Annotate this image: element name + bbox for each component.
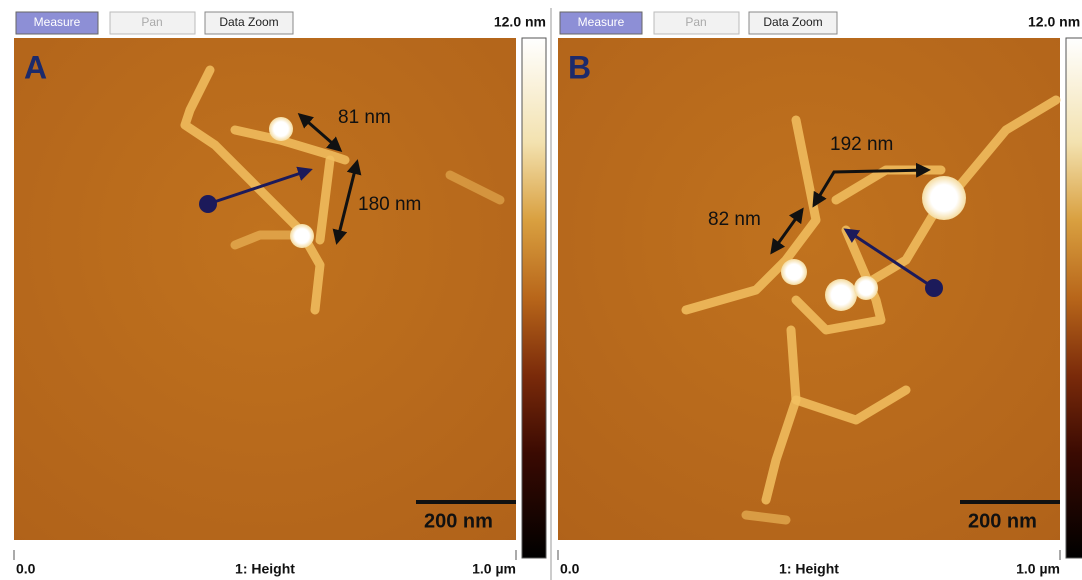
annotation: 180 nm <box>358 194 421 215</box>
annotation: 82 nm <box>708 209 761 230</box>
afm-image <box>558 38 1060 540</box>
button-label[interactable]: Pan <box>685 15 706 29</box>
panel: Measure Pan Data Zoom 12.0 nm B 192 nm 8… <box>558 12 1082 577</box>
panel-letter: A <box>24 49 47 85</box>
footer-right: 1.0 µm <box>1016 561 1060 577</box>
footer-center: 1: Height <box>235 561 295 577</box>
footer-left: 0.0 <box>560 561 580 577</box>
scale-max: 12.0 nm <box>494 14 546 30</box>
button-label[interactable]: Data Zoom <box>763 15 822 29</box>
colorbar <box>1066 38 1082 558</box>
footer-center: 1: Height <box>779 561 839 577</box>
scale-bar-label: 200 nm <box>424 510 493 532</box>
panel: Measure Pan Data Zoom 12.0 nm A 81 nm 18… <box>14 8 551 580</box>
footer-left: 0.0 <box>16 561 36 577</box>
screenshot: Measure Pan Data Zoom 12.0 nm A 81 nm 18… <box>0 0 1082 580</box>
pointer-dot <box>925 279 943 297</box>
annotation: 192 nm <box>830 134 893 155</box>
colorbar <box>522 38 546 558</box>
page: Measure Pan Data Zoom 12.0 nm A 81 nm 18… <box>0 0 1082 580</box>
scale-bar-label: 200 nm <box>968 510 1037 532</box>
footer-right: 1.0 µm <box>472 561 516 577</box>
afm-image <box>14 38 516 540</box>
pointer-dot <box>199 195 217 213</box>
button-label[interactable]: Pan <box>141 15 162 29</box>
annotation: 81 nm <box>338 107 391 128</box>
scale-max: 12.0 nm <box>1028 14 1080 30</box>
button-label[interactable]: Measure <box>578 15 625 29</box>
panel-letter: B <box>568 49 591 85</box>
button-label[interactable]: Data Zoom <box>219 15 278 29</box>
button-label[interactable]: Measure <box>34 15 81 29</box>
